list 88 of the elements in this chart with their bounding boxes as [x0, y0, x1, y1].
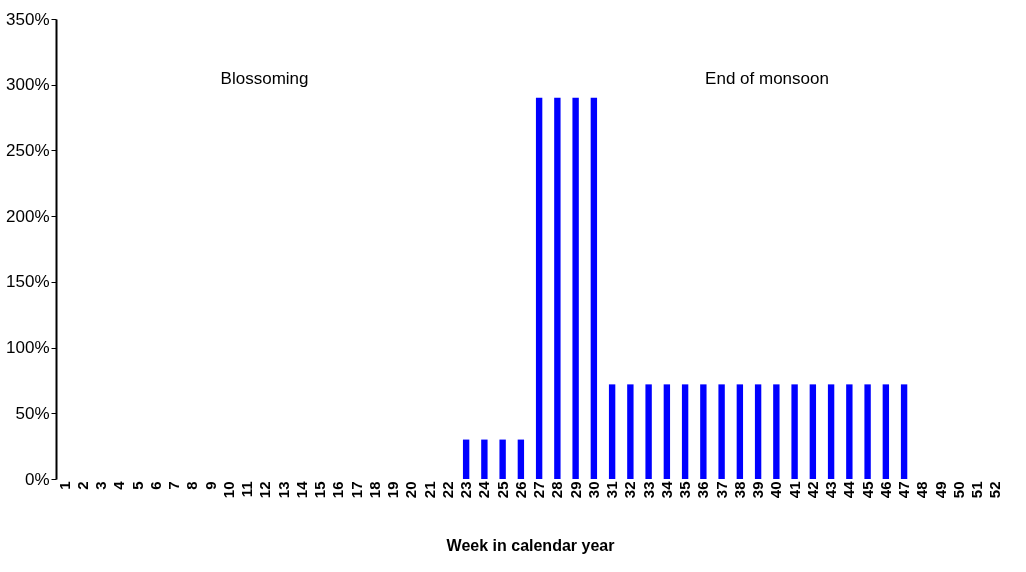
bar: [517, 439, 525, 479]
x-tick-label: 15: [311, 481, 329, 499]
x-tick-label: 21: [420, 481, 438, 499]
x-tick-label: 50: [949, 481, 967, 499]
bar: [846, 384, 853, 479]
bar: [700, 384, 707, 479]
x-tick-label: 49: [931, 481, 949, 499]
bar: [754, 384, 762, 479]
x-tick-label: 22: [438, 481, 456, 499]
annotation: End of monsoon: [705, 68, 829, 88]
x-tick-label: 1: [55, 481, 73, 490]
x-tick-label: 33: [639, 481, 657, 499]
bar: [627, 384, 634, 479]
bar: [827, 384, 835, 479]
bar: [608, 384, 616, 479]
x-tick-label: 43: [822, 481, 840, 499]
x-tick-label: 29: [566, 481, 584, 499]
x-tick-label: 38: [730, 481, 748, 499]
x-tick-label: 3: [92, 481, 110, 490]
x-tick-label: 18: [365, 481, 383, 499]
x-axis-title: Week in calendar year: [446, 537, 615, 555]
bar: [882, 384, 890, 479]
y-tick-label: 100%: [6, 338, 50, 358]
x-tick-label: 25: [493, 481, 511, 499]
y-tick-label: 50%: [15, 403, 50, 423]
bar: [809, 384, 817, 479]
x-tick-label: 40: [767, 481, 785, 499]
bar: [864, 384, 871, 479]
bar: [663, 384, 671, 479]
x-tick-label: 45: [858, 481, 876, 499]
x-tick-label: 9: [201, 481, 219, 490]
x-tick-label: 48: [913, 481, 931, 499]
x-tick-label: 10: [219, 481, 237, 499]
bar: [481, 439, 488, 479]
x-tick-label: 41: [785, 481, 803, 499]
x-tick-label: 8: [183, 481, 201, 490]
x-tick-label: 13: [274, 481, 292, 499]
y-tick-label: 200%: [6, 206, 50, 226]
bar: [718, 384, 725, 479]
x-tick-label: 27: [530, 481, 548, 499]
x-tick-label: 24: [475, 480, 493, 499]
x-tick-label: 51: [968, 481, 986, 499]
x-tick-label: 30: [584, 481, 602, 499]
bar: [590, 97, 598, 479]
x-tick-label: 19: [384, 481, 402, 499]
bar: [554, 97, 561, 479]
bar: [791, 384, 798, 479]
x-tick-label: 11: [238, 481, 256, 498]
x-tick-label: 4: [110, 480, 128, 490]
x-tick-label: 17: [347, 481, 365, 499]
bar: [900, 384, 908, 479]
bar: [499, 439, 506, 479]
x-tick-label: 2: [73, 481, 91, 490]
x-tick-label: 26: [511, 481, 529, 499]
annotation: Blossoming: [220, 68, 309, 88]
x-tick-label: 42: [803, 481, 821, 499]
x-tick-label: 46: [876, 481, 894, 499]
bar: [773, 384, 780, 479]
x-tick-label: 12: [256, 481, 274, 499]
bar: [736, 384, 744, 479]
x-tick-label: 37: [712, 481, 730, 499]
y-tick-label: 150%: [6, 272, 50, 292]
y-tick-label: 350%: [6, 9, 50, 29]
bar: [681, 384, 689, 479]
bar: [645, 384, 652, 479]
x-tick-label: 16: [329, 481, 347, 499]
x-tick-label: 44: [840, 480, 858, 499]
x-tick-label: 7: [165, 481, 183, 490]
y-tick-label: 250%: [6, 140, 50, 160]
x-tick-label: 47: [895, 481, 913, 499]
x-tick-label: 14: [292, 480, 310, 499]
y-tick-label: 0%: [24, 469, 50, 489]
y-tick-label: 300%: [6, 75, 50, 95]
x-tick-label: 35: [676, 481, 694, 499]
x-tick-label: 32: [621, 481, 639, 499]
bar: [535, 97, 543, 479]
x-tick-label: 5: [128, 481, 146, 490]
x-tick-label: 34: [657, 480, 675, 499]
x-tick-label: 20: [402, 481, 420, 499]
x-tick-label: 36: [694, 481, 712, 499]
x-tick-label: 39: [749, 481, 767, 499]
bar: [462, 439, 470, 479]
x-tick-label: 23: [457, 481, 475, 499]
x-tick-label: 28: [548, 481, 566, 499]
bar: [572, 97, 579, 479]
x-tick-label: 6: [146, 481, 164, 490]
x-tick-label: 52: [986, 481, 1004, 499]
x-tick-label: 31: [603, 481, 621, 499]
